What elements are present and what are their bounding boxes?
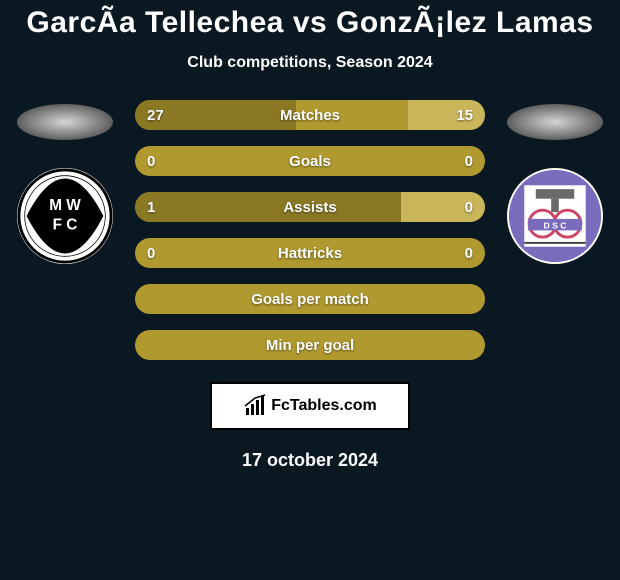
svg-text:D S C: D S C	[543, 220, 566, 230]
stat-row-matches: 27 Matches 15	[135, 100, 485, 130]
svg-text:F C: F C	[53, 216, 78, 233]
left-side: M W F C	[17, 100, 113, 264]
player-right-silhouette	[507, 104, 603, 140]
comparison-card: GarcÃ­a Tellechea vs GonzÃ¡lez Lamas Clu…	[0, 0, 620, 471]
stat-row-mpg: Min per goal	[135, 330, 485, 360]
club-left-logo: M W F C	[17, 168, 113, 264]
player-left-silhouette	[17, 104, 113, 140]
club-right-logo: D S C	[507, 168, 603, 264]
main-layout: M W F C 27 Matches 15 0 Goals 0 1	[0, 100, 620, 360]
value-right: 15	[456, 100, 473, 130]
right-side: D S C	[507, 100, 603, 264]
svg-text:M W: M W	[49, 197, 81, 214]
stat-row-hattricks: 0 Hattricks 0	[135, 238, 485, 268]
stats-column: 27 Matches 15 0 Goals 0 1 Assists 0 0 Ha…	[135, 100, 485, 360]
stat-label: Min per goal	[135, 337, 485, 354]
value-right: 0	[465, 146, 473, 176]
page-title: GarcÃ­a Tellechea vs GonzÃ¡lez Lamas	[0, 6, 620, 40]
chart-icon	[243, 394, 267, 418]
stat-label: Matches	[135, 107, 485, 124]
brand-banner[interactable]: FcTables.com	[210, 382, 410, 430]
stat-row-goals: 0 Goals 0	[135, 146, 485, 176]
page-subtitle: Club competitions, Season 2024	[0, 54, 620, 72]
value-right: 0	[465, 238, 473, 268]
stat-label: Goals per match	[135, 291, 485, 308]
stat-label: Assists	[135, 199, 485, 216]
date-label: 17 october 2024	[0, 450, 620, 471]
value-right: 0	[465, 192, 473, 222]
stat-label: Goals	[135, 153, 485, 170]
mwfc-logo-icon: M W F C	[17, 168, 113, 264]
stat-row-gpm: Goals per match	[135, 284, 485, 314]
stat-row-assists: 1 Assists 0	[135, 192, 485, 222]
stat-label: Hattricks	[135, 245, 485, 262]
defensor-logo-icon: D S C	[507, 168, 603, 264]
brand-text: FcTables.com	[271, 397, 377, 415]
